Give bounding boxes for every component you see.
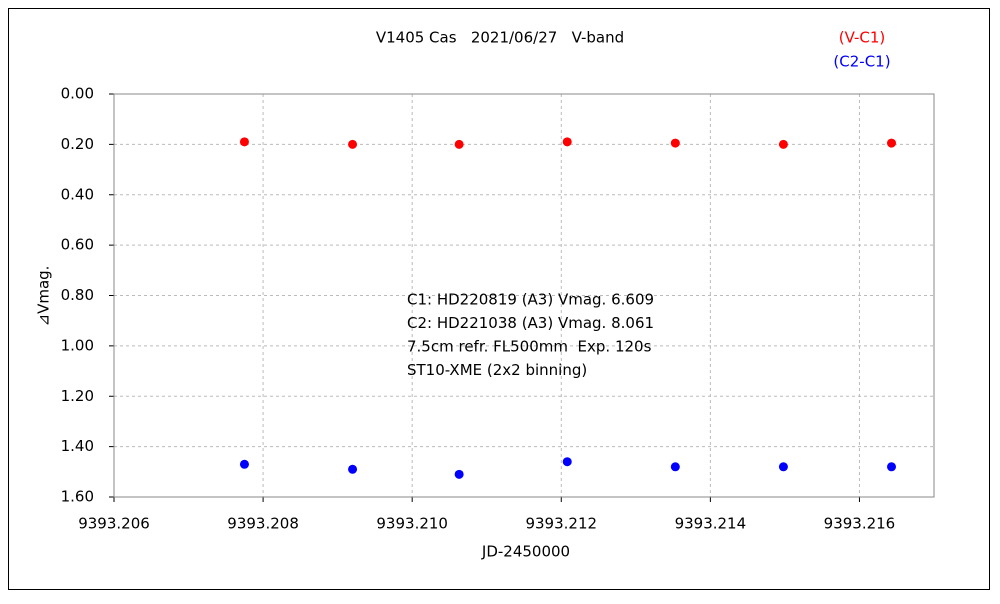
data-point — [887, 138, 897, 148]
data-point — [670, 462, 680, 472]
data-point — [348, 139, 358, 149]
y-tick-label: 0.40 — [61, 185, 94, 203]
x-tick-label: 9393.214 — [675, 515, 747, 533]
data-point — [562, 457, 572, 467]
annotation: 7.5cm refr. FL500mm Exp. 120s — [407, 338, 652, 356]
y-tick-label: 1.60 — [61, 488, 94, 506]
data-point — [239, 459, 249, 469]
data-point — [454, 139, 464, 149]
y-tick-label: 0.80 — [61, 286, 94, 304]
data-point — [239, 137, 249, 147]
legend-entry: (C2-C1) — [833, 53, 890, 71]
data-point — [670, 138, 680, 148]
chart-title: V1405 Cas 2021/06/27 V-band — [376, 29, 624, 47]
data-point — [348, 464, 358, 474]
x-axis-label: JD-2450000 — [481, 543, 570, 561]
x-tick-label: 9393.206 — [78, 515, 150, 533]
y-tick-label: 0.60 — [61, 236, 94, 254]
y-axis-label: ⊿Vmag. — [35, 266, 53, 327]
data-point — [887, 462, 897, 472]
plot-area — [113, 93, 935, 498]
data-point — [778, 462, 788, 472]
x-tick-label: 9393.216 — [824, 515, 896, 533]
annotation: C2: HD221038 (A3) Vmag. 8.061 — [407, 314, 654, 332]
x-tick-label: 9393.208 — [227, 515, 299, 533]
annotation: ST10-XME (2x2 binning) — [407, 361, 587, 379]
legend-entry: (V-C1) — [839, 29, 886, 47]
chart-frame — [8, 8, 990, 590]
y-tick-label: 1.00 — [61, 336, 94, 354]
y-tick-label: 0.20 — [61, 135, 94, 153]
x-tick-label: 9393.212 — [525, 515, 597, 533]
annotation: C1: HD220819 (A3) Vmag. 6.609 — [407, 291, 654, 309]
data-point — [778, 139, 788, 149]
data-point — [454, 469, 464, 479]
y-tick-label: 1.20 — [61, 387, 94, 405]
y-tick-label: 0.00 — [61, 85, 94, 103]
y-tick-label: 1.40 — [61, 437, 94, 455]
x-tick-label: 9393.210 — [376, 515, 448, 533]
data-point — [562, 137, 572, 147]
